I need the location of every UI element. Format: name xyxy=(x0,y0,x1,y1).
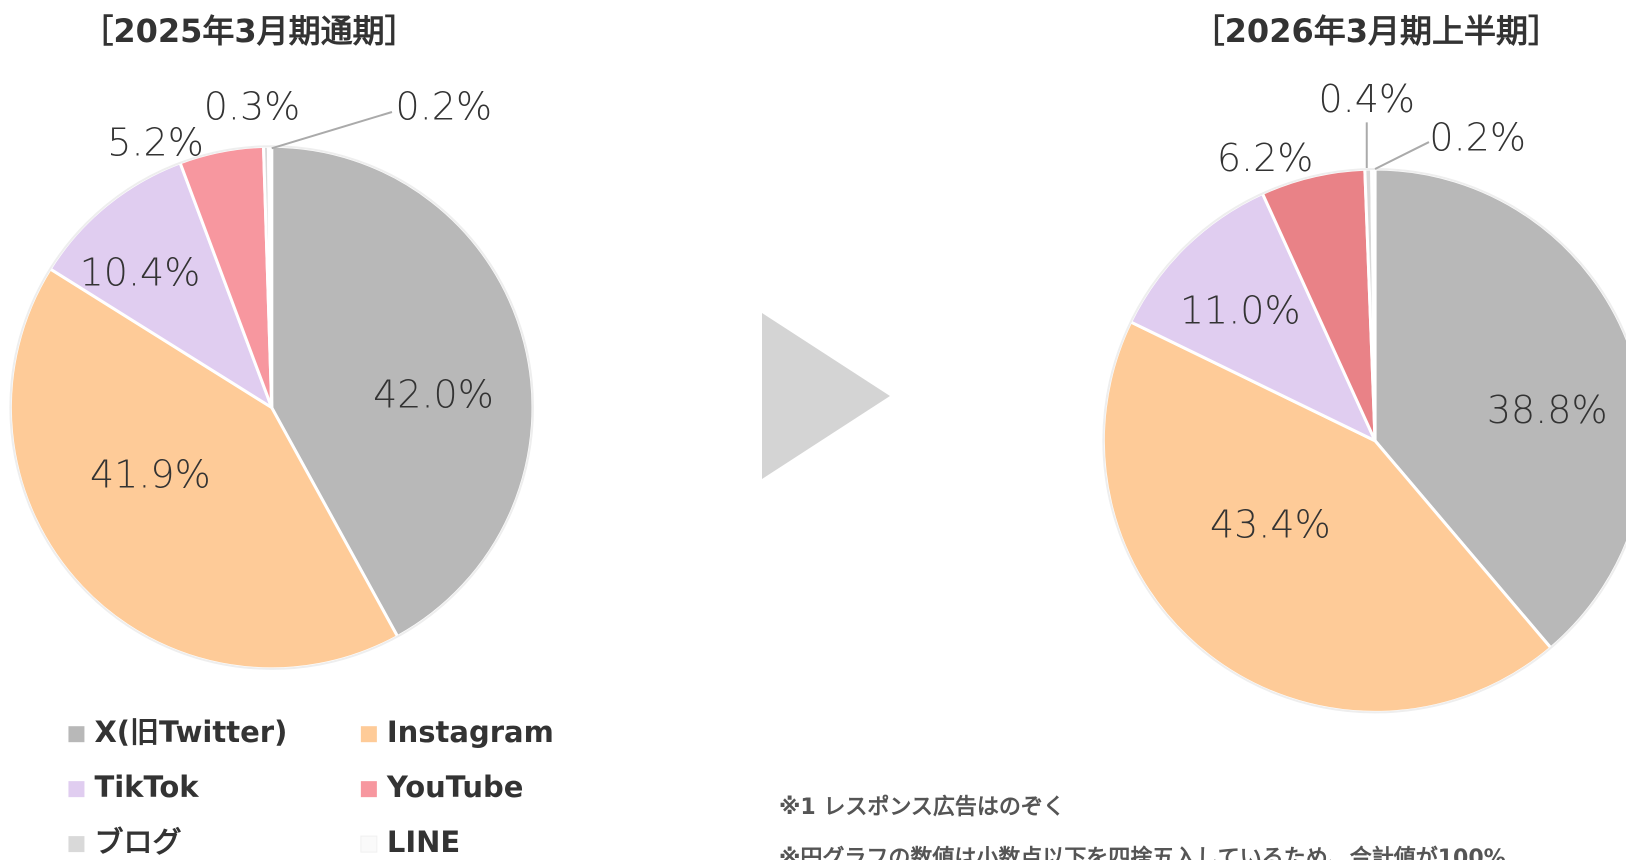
legend-swatch xyxy=(68,836,85,853)
legend-label: YouTube xyxy=(386,770,524,804)
footnote: ※円グラフの数値は小数点以下を四捨五入しているため、合計値が100% xyxy=(779,845,1506,860)
pie-outline xyxy=(1102,168,1626,714)
chart-title: ［2025年3月期通期］ xyxy=(81,12,416,50)
legend-label: LINE xyxy=(387,825,460,859)
footnote: ※1 レスポンス広告はのぞく xyxy=(779,794,1065,820)
arrow xyxy=(762,313,890,479)
legend-label: X(旧Twitter) xyxy=(94,715,287,749)
data-label: 0.4% xyxy=(1318,77,1415,121)
data-label: 43.4% xyxy=(1210,502,1331,546)
data-label: 5.2% xyxy=(107,121,204,165)
legend-label: ブログ xyxy=(94,825,181,859)
data-label: 38.8% xyxy=(1487,388,1608,432)
legend-swatch xyxy=(360,781,377,798)
data-label: 0.2% xyxy=(396,84,493,128)
data-label: 0.2% xyxy=(1429,115,1526,159)
data-label: 41.9% xyxy=(90,453,211,497)
legend-label: TikTok xyxy=(94,770,199,804)
legend-swatch xyxy=(360,835,378,853)
data-label: 10.4% xyxy=(80,250,201,294)
legend-swatch xyxy=(68,781,85,798)
leader-line xyxy=(1374,141,1430,170)
data-label: 42.0% xyxy=(373,373,494,417)
data-label: 11.0% xyxy=(1180,289,1301,333)
leader-line xyxy=(271,111,393,150)
legend-swatch xyxy=(68,726,85,743)
data-label: 0.3% xyxy=(204,84,301,128)
legend-swatch xyxy=(360,726,377,743)
legend-label: Instagram xyxy=(387,715,554,749)
data-label: 6.2% xyxy=(1217,136,1314,180)
chart-title: ［2026年3月期上半期］ xyxy=(1193,12,1560,50)
pie-outline xyxy=(9,145,535,670)
